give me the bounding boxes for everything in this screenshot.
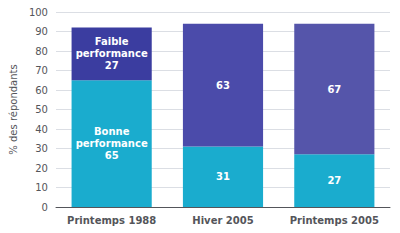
svg-text:27: 27	[327, 175, 341, 186]
svg-text:70: 70	[35, 65, 48, 76]
svg-text:Faible: Faible	[95, 36, 129, 47]
svg-text:Printemps 2005: Printemps 2005	[290, 215, 379, 226]
svg-text:67: 67	[327, 84, 341, 95]
svg-text:40: 40	[35, 124, 48, 135]
svg-text:% des répondants: % des répondants	[8, 64, 19, 154]
svg-text:0: 0	[42, 202, 48, 213]
svg-text:30: 30	[35, 143, 48, 154]
svg-text:Hiver 2005: Hiver 2005	[192, 215, 253, 226]
svg-text:10: 10	[35, 182, 48, 193]
svg-text:Printemps 1988: Printemps 1988	[67, 215, 156, 226]
svg-text:Bonne: Bonne	[94, 126, 130, 137]
svg-text:90: 90	[35, 26, 48, 37]
svg-text:65: 65	[105, 150, 119, 161]
svg-text:63: 63	[216, 80, 230, 91]
svg-text:performance: performance	[76, 138, 148, 149]
svg-text:50: 50	[35, 104, 48, 115]
svg-text:60: 60	[35, 85, 48, 96]
svg-text:27: 27	[105, 60, 119, 71]
svg-text:31: 31	[216, 171, 230, 182]
svg-text:performance: performance	[76, 48, 148, 59]
svg-text:20: 20	[35, 163, 48, 174]
svg-text:80: 80	[35, 46, 48, 57]
svg-text:100: 100	[29, 7, 48, 18]
